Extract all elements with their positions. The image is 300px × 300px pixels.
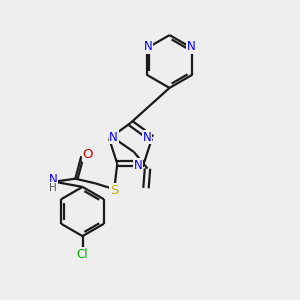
Text: N: N: [109, 130, 118, 143]
Text: N: N: [143, 130, 152, 143]
Text: N: N: [134, 159, 143, 172]
Text: H: H: [49, 183, 57, 193]
Text: S: S: [110, 184, 118, 197]
Text: N: N: [144, 40, 152, 53]
Text: N: N: [187, 40, 195, 53]
Text: O: O: [82, 148, 93, 161]
Text: Cl: Cl: [77, 248, 88, 261]
Text: N: N: [48, 173, 57, 186]
